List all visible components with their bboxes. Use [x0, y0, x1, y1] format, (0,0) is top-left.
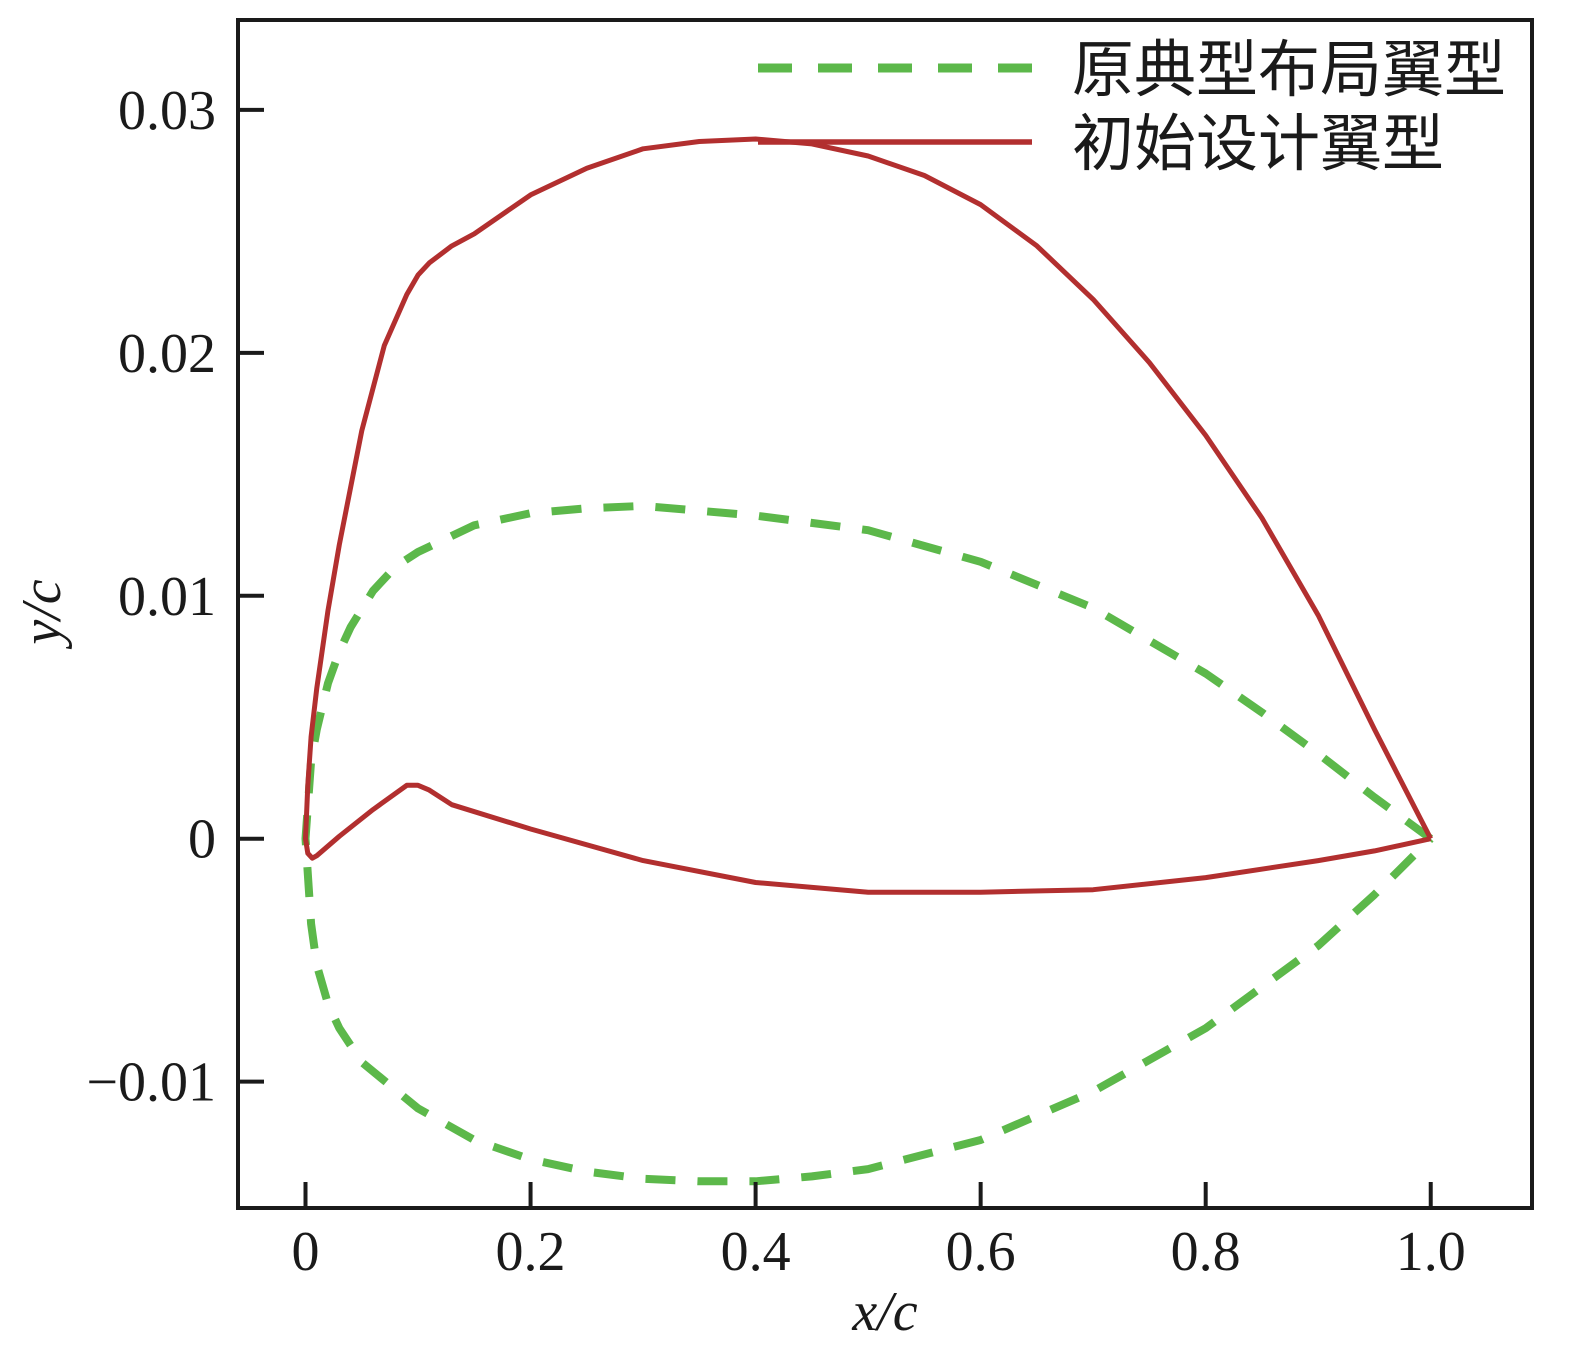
x-tick-label: 0 — [292, 1221, 320, 1283]
y-tick-label: 0.02 — [118, 323, 216, 385]
legend-label-initial: 初始设计翼型 — [1072, 107, 1444, 180]
x-tick-label: 1.0 — [1396, 1221, 1466, 1283]
tick-layer: 0 0.2 0.4 0.6 0.8 1.0 −0.01 0 0.01 0.02 0.03 — [86, 80, 1465, 1283]
plot-frame — [236, 18, 1534, 1210]
y-tick-label: 0 — [188, 809, 216, 871]
x-tick-label: 0.8 — [1171, 1221, 1241, 1283]
y-tick-label: 0.01 — [118, 566, 216, 628]
y-axis-label: y/c — [11, 579, 73, 649]
y-tick-label: −0.01 — [86, 1052, 216, 1114]
series-line-initial-airfoil — [303, 136, 1433, 895]
x-tick-label: 0.2 — [496, 1221, 566, 1283]
x-tick-label: 0.6 — [946, 1221, 1016, 1283]
x-axis-label: x/c — [851, 1281, 917, 1343]
legend: 原典型布局翼型 初始设计翼型 — [758, 33, 1506, 180]
series-layer — [301, 136, 1434, 1186]
y-tick-label: 0.03 — [118, 80, 216, 142]
x-tick-label: 0.4 — [721, 1221, 791, 1283]
legend-label-original: 原典型布局翼型 — [1072, 33, 1506, 106]
series-line-original-airfoil — [301, 501, 1434, 1186]
